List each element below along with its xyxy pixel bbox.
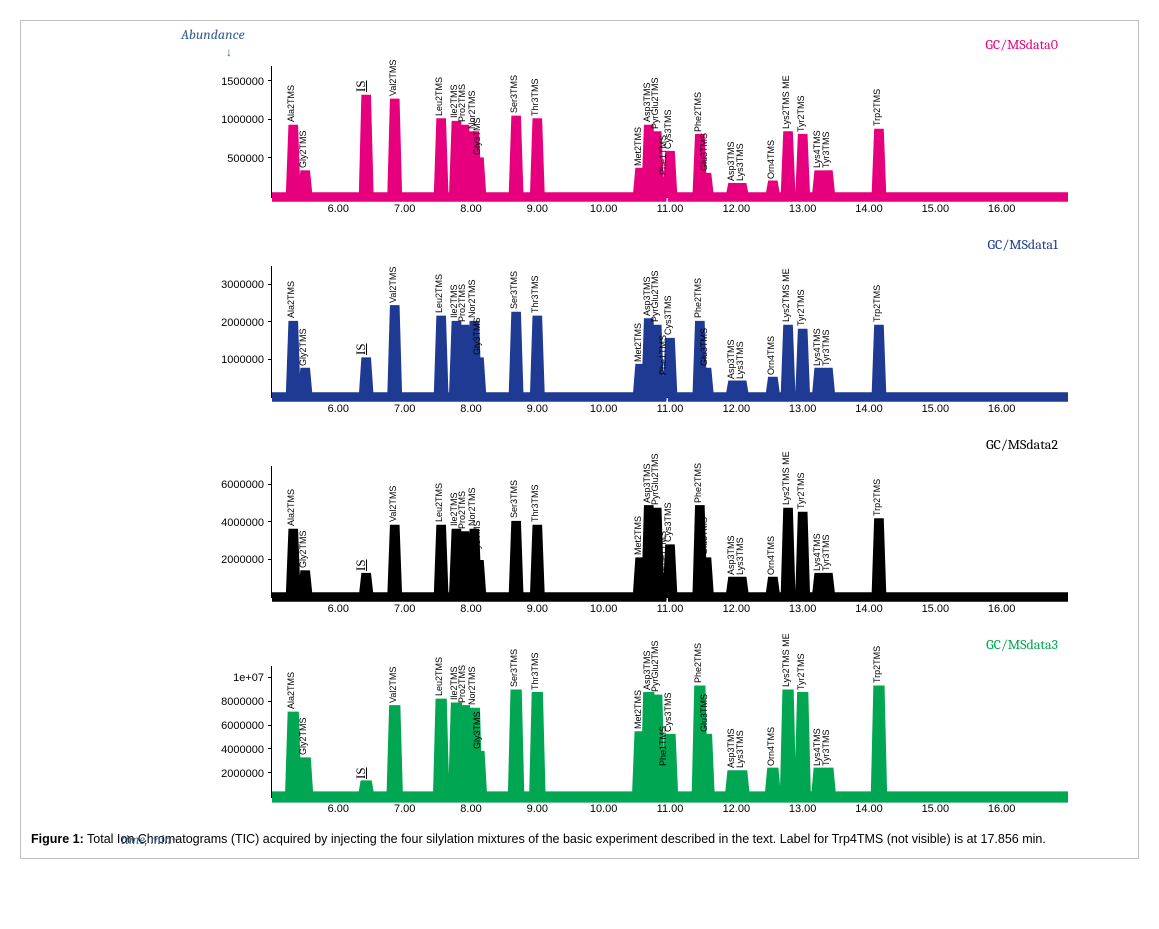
x-tick-label: 9.00 bbox=[527, 603, 548, 615]
panel-title: GC/MSdata1 bbox=[987, 236, 1058, 253]
chromatogram-panel: GC/MSdata0500000100000015000006.007.008.… bbox=[191, 36, 1068, 216]
x-tick-label: 13.00 bbox=[789, 603, 817, 615]
y-tick-label: 2000000 bbox=[221, 317, 264, 329]
y-tick-label: 1000000 bbox=[221, 354, 264, 366]
x-axis-title: time, min→ bbox=[121, 833, 181, 848]
y-axis-labels: 2000000 4000000 6000000 8000000 1e+07 bbox=[191, 666, 266, 798]
figure-container: Abundance ↓ GC/MSdata0500000100000015000… bbox=[20, 20, 1139, 859]
y-tick-label: 1e+07 bbox=[233, 672, 264, 684]
x-tick-label: 6.00 bbox=[328, 603, 349, 615]
y-tick-label: 8000000 bbox=[221, 696, 264, 708]
caption-text: Total Ion Chromatograms (TIC) acquired b… bbox=[84, 832, 1046, 846]
x-tick-label: 16.00 bbox=[988, 403, 1016, 415]
y-tick-label: 1000000 bbox=[221, 114, 264, 126]
y-tick-label: 2000000 bbox=[221, 768, 264, 780]
plot-area: 6.007.008.009.0010.0011.0012.0013.0014.0… bbox=[271, 266, 1068, 398]
x-tick-label: 16.00 bbox=[988, 803, 1016, 815]
panel-title: GC/MSdata0 bbox=[985, 36, 1058, 53]
x-tick-label: 10.00 bbox=[590, 203, 618, 215]
chromatogram-trace bbox=[272, 666, 1068, 797]
x-tick-label: 14.00 bbox=[855, 803, 883, 815]
x-tick-label: 12.00 bbox=[723, 403, 751, 415]
x-tick-label: 13.00 bbox=[789, 803, 817, 815]
x-tick-label: 13.00 bbox=[789, 403, 817, 415]
y-axis-labels: 1000000 2000000 3000000 bbox=[191, 266, 266, 398]
chromatogram-trace bbox=[272, 466, 1068, 597]
x-tick-label: 7.00 bbox=[394, 203, 415, 215]
x-tick-label: 11.00 bbox=[657, 403, 684, 415]
x-tick-label: 14.00 bbox=[855, 403, 883, 415]
chromatogram-panel: GC/MSdata3 2000000 4000000 6000000 8000000 1e… bbox=[191, 636, 1068, 816]
y-tick-label: 6000000 bbox=[221, 720, 264, 732]
x-tick-label: 8.00 bbox=[460, 403, 481, 415]
y-tick-label: 3000000 bbox=[221, 279, 264, 291]
chromatogram-panel: GC/MSdata22000000400000060000006.007.008… bbox=[191, 436, 1068, 616]
y-tick-label: 500000 bbox=[227, 153, 264, 165]
panels-container: GC/MSdata0500000100000015000006.007.008.… bbox=[191, 36, 1068, 816]
plot-area: 6.007.008.009.0010.0011.0012.0013.0014.0… bbox=[271, 666, 1068, 798]
x-tick-label: 10.00 bbox=[590, 803, 618, 815]
x-tick-label: 15.00 bbox=[922, 603, 950, 615]
y-tick-label: 4000000 bbox=[221, 517, 264, 529]
x-tick-label: 16.00 bbox=[988, 603, 1016, 615]
x-tick-label: 12.00 bbox=[723, 603, 751, 615]
y-tick-label: 4000000 bbox=[221, 744, 264, 756]
plot-area: 6.007.008.009.0010.0011.0012.0013.0014.0… bbox=[271, 466, 1068, 598]
x-tick-label: 11.00 bbox=[657, 203, 684, 215]
caption-bold: Figure 1: bbox=[31, 832, 84, 846]
x-tick-label: 11.00 bbox=[657, 603, 684, 615]
x-tick-label: 15.00 bbox=[922, 203, 950, 215]
x-tick-label: 6.00 bbox=[328, 403, 349, 415]
x-tick-label: 11.00 bbox=[657, 803, 684, 815]
x-tick-label: 8.00 bbox=[460, 603, 481, 615]
x-tick-label: 7.00 bbox=[394, 803, 415, 815]
x-tick-label: 14.00 bbox=[855, 203, 883, 215]
plot-area: 6.007.008.009.0010.0011.0012.0013.0014.0… bbox=[271, 66, 1068, 198]
x-tick-label: 7.00 bbox=[394, 403, 415, 415]
panel-title: GC/MSdata3 bbox=[986, 636, 1058, 653]
x-tick-label: 12.00 bbox=[723, 803, 751, 815]
x-tick-label: 12.00 bbox=[723, 203, 751, 215]
y-tick-label: 1500000 bbox=[221, 76, 264, 88]
y-axis-labels: 2000000 4000000 6000000 bbox=[191, 466, 266, 598]
figure-caption: Figure 1: Total Ion Chromatograms (TIC) … bbox=[31, 831, 1128, 848]
x-tick-label: 15.00 bbox=[922, 403, 950, 415]
x-tick-label: 9.00 bbox=[527, 803, 548, 815]
x-tick-label: 9.00 bbox=[527, 203, 548, 215]
x-tick-label: 16.00 bbox=[988, 203, 1016, 215]
chromatogram-trace bbox=[272, 66, 1068, 197]
y-axis-labels: 500000 1000000 1500000 bbox=[191, 66, 266, 198]
x-tick-label: 7.00 bbox=[394, 603, 415, 615]
panel-title: GC/MSdata2 bbox=[986, 436, 1058, 453]
x-tick-label: 6.00 bbox=[328, 803, 349, 815]
chromatogram-panel: GC/MSdata11000000200000030000006.007.008… bbox=[191, 236, 1068, 416]
x-tick-label: 6.00 bbox=[328, 203, 349, 215]
y-tick-label: 6000000 bbox=[221, 479, 264, 491]
x-tick-label: 13.00 bbox=[789, 203, 817, 215]
x-tick-label: 14.00 bbox=[855, 603, 883, 615]
x-tick-label: 15.00 bbox=[922, 803, 950, 815]
x-tick-label: 10.00 bbox=[590, 603, 618, 615]
y-tick-label: 2000000 bbox=[221, 554, 264, 566]
x-tick-label: 8.00 bbox=[460, 203, 481, 215]
x-tick-label: 8.00 bbox=[460, 803, 481, 815]
chromatogram-trace bbox=[272, 266, 1068, 397]
x-tick-label: 9.00 bbox=[527, 403, 548, 415]
x-tick-label: 10.00 bbox=[590, 403, 618, 415]
